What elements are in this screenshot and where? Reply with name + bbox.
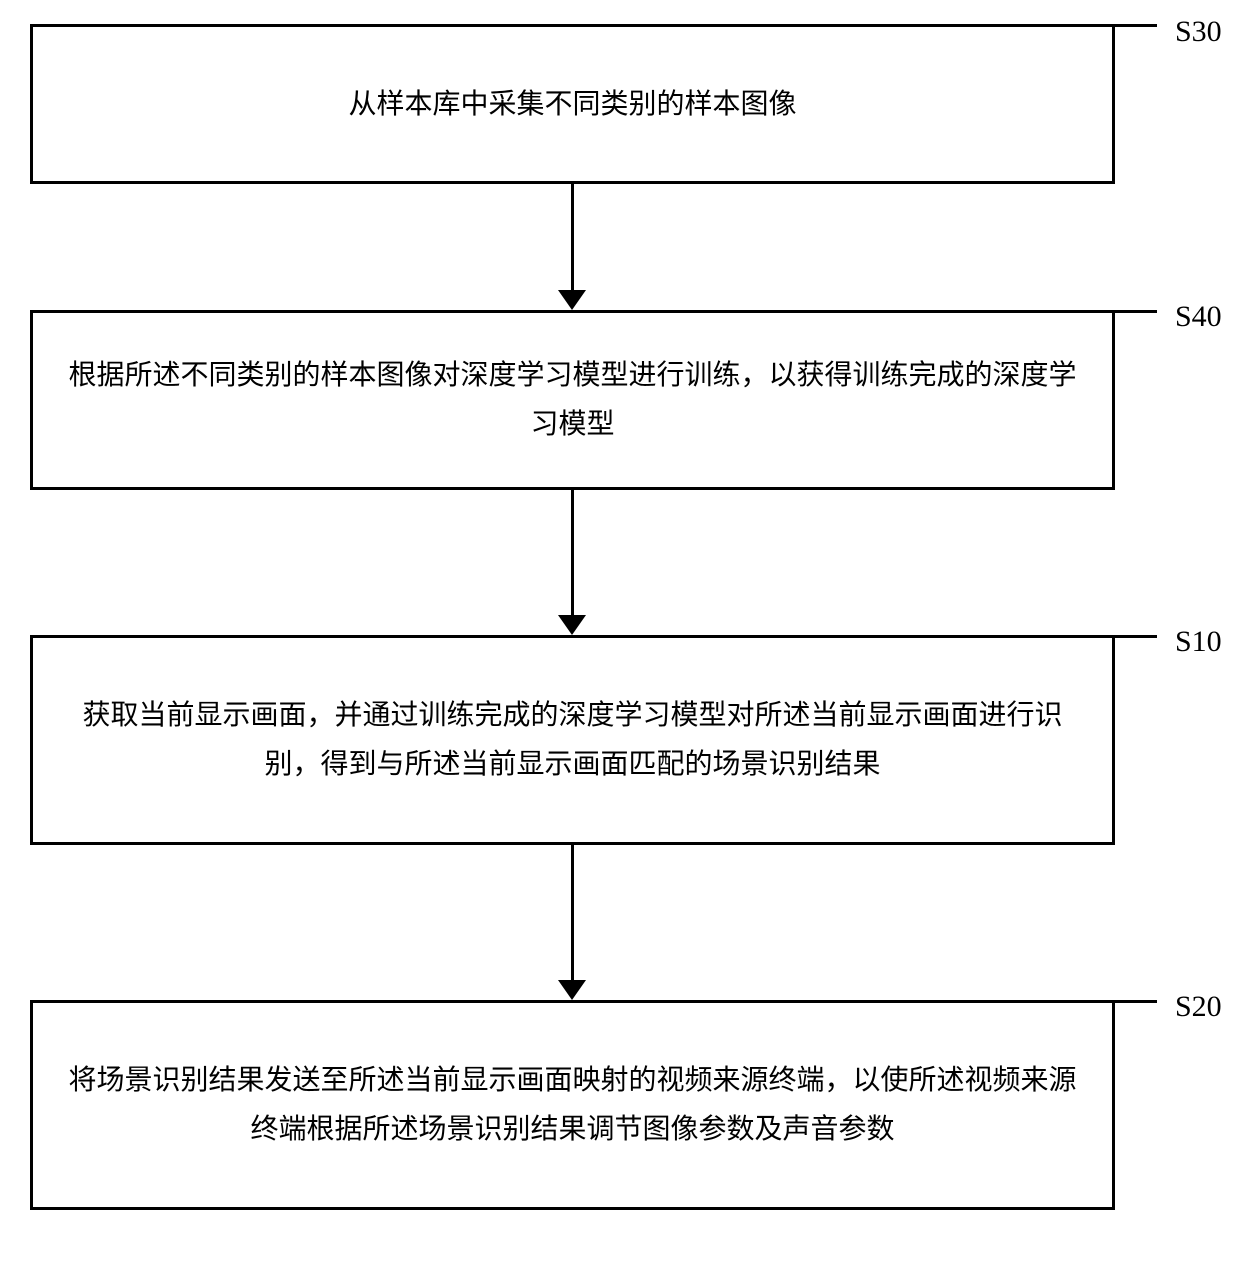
arrow-line-s30-s40 [571,184,574,292]
step-label-s30: S30 [1175,15,1222,49]
arrow-head-s30-s40 [558,290,586,310]
label-tick-s10 [1115,635,1157,638]
step-label-s20: S20 [1175,990,1222,1024]
label-tick-s40 [1115,310,1157,313]
flow-box-s20: 将场景识别结果发送至所述当前显示画面映射的视频来源终端，以使所述视频来源终端根据… [30,1000,1115,1210]
flow-box-s10: 获取当前显示画面，并通过训练完成的深度学习模型对所述当前显示画面进行识别，得到与… [30,635,1115,845]
flow-box-s30-text: 从样本库中采集不同类别的样本图像 [348,80,796,129]
flow-box-s40-text: 根据所述不同类别的样本图像对深度学习模型进行训练，以获得训练完成的深度学习模型 [63,351,1082,449]
arrow-head-s40-s10 [558,615,586,635]
label-tick-s30 [1115,24,1157,27]
flow-box-s40: 根据所述不同类别的样本图像对深度学习模型进行训练，以获得训练完成的深度学习模型 [30,310,1115,490]
arrow-head-s10-s20 [558,980,586,1000]
flow-box-s20-text: 将场景识别结果发送至所述当前显示画面映射的视频来源终端，以使所述视频来源终端根据… [63,1056,1082,1154]
label-tick-s20 [1115,1000,1157,1003]
step-label-s10: S10 [1175,625,1222,659]
arrow-line-s40-s10 [571,490,574,617]
flowchart-canvas: 从样本库中采集不同类别的样本图像 S30 根据所述不同类别的样本图像对深度学习模… [0,0,1240,1273]
flow-box-s10-text: 获取当前显示画面，并通过训练完成的深度学习模型对所述当前显示画面进行识别，得到与… [63,691,1082,789]
arrow-line-s10-s20 [571,845,574,982]
step-label-s40: S40 [1175,300,1222,334]
flow-box-s30: 从样本库中采集不同类别的样本图像 [30,24,1115,184]
